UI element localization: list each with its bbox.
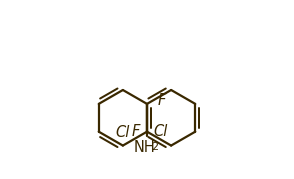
Text: NH: NH (133, 140, 155, 155)
Text: Cl: Cl (116, 125, 130, 140)
Text: Cl: Cl (153, 124, 167, 139)
Text: F: F (158, 93, 166, 108)
Text: F: F (132, 124, 140, 139)
Text: 2: 2 (151, 142, 158, 152)
